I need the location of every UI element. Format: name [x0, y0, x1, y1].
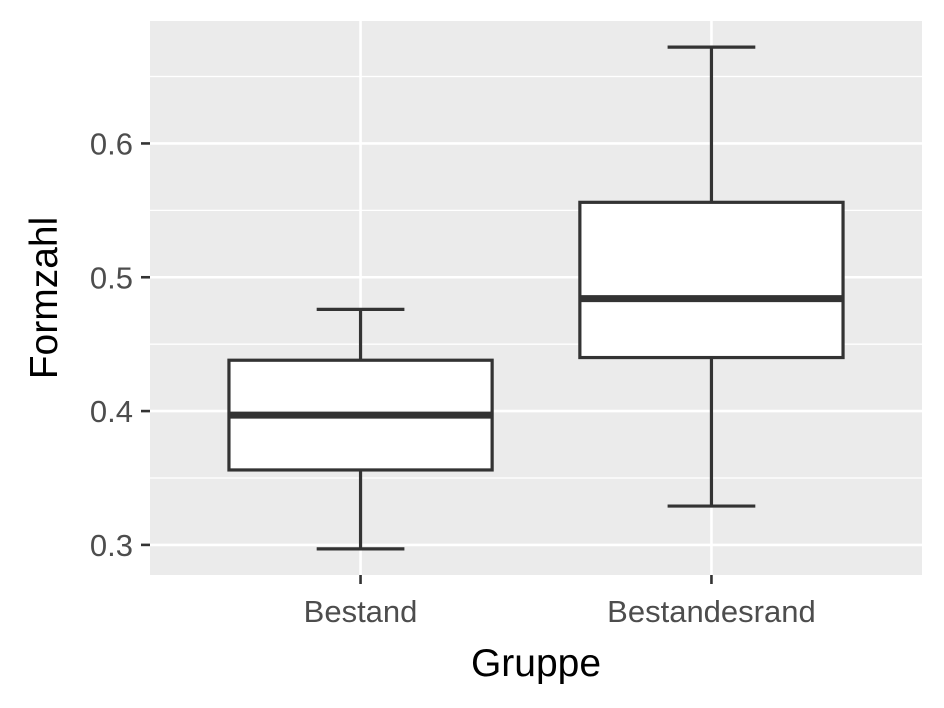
box-bestandesrand [578, 45, 845, 508]
x-tick-label: Bestand [304, 594, 418, 629]
interquartile-box [578, 200, 845, 360]
boxes-layer [227, 45, 845, 551]
y-axis-title: Formzahl [23, 217, 66, 380]
box-bestand [227, 307, 494, 551]
y-tick-label: 0.3 [90, 528, 133, 563]
y-tick-label: 0.4 [90, 394, 133, 429]
axes-layer: 0.3 0.4 0.5 0.6 Bestand Bestandesrand [90, 126, 816, 629]
y-tick-label: 0.6 [90, 126, 133, 161]
x-axis-title: Gruppe [471, 642, 601, 685]
y-tick-label: 0.5 [90, 260, 133, 295]
x-tick-label: Bestandesrand [607, 594, 816, 629]
